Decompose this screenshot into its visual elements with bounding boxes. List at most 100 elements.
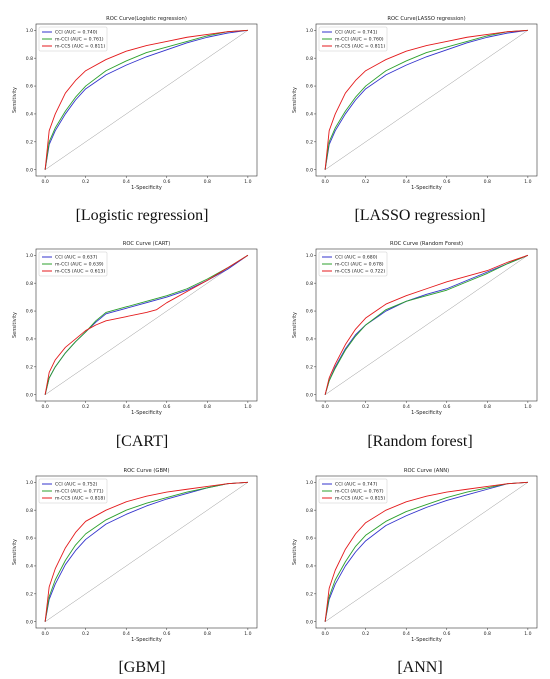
legend-entry: CCI (AUC = 0.680) [335,255,378,261]
x-tick-label: 0.8 [204,179,211,185]
x-tick-label: 1.0 [244,179,251,185]
y-tick-label: 0.4 [306,337,313,343]
legend-entry: m-CCS (AUC = 0.811) [55,44,105,50]
axes-frame [315,248,538,402]
x-axis-label: 1-Specificity [411,410,442,416]
chance-line [324,482,529,622]
x-tick-label: 0.2 [362,404,369,410]
y-tick-label: 0.8 [26,56,33,62]
panel-caption: [ANN] [397,659,442,676]
y-tick-label: 0.0 [306,619,313,625]
x-tick-label: 0.4 [123,631,130,637]
legend-entry: CCI (AUC = 0.740) [55,30,98,36]
y-tick-label: 0.4 [26,337,33,343]
roc-series-line [44,481,248,622]
x-tick-label: 0.2 [82,179,89,185]
legend-entry: m-CCI (AUC = 0.761) [55,37,104,43]
y-tick-label: 0.0 [26,167,33,173]
y-tick-label: 0.6 [306,84,313,90]
x-tick-label: 0.0 [41,404,48,410]
legend-box [38,251,108,277]
legend-entry: m-CCS (AUC = 0.722) [335,269,385,275]
roc-series-line [44,481,248,622]
chance-line [324,30,529,170]
y-tick-label: 0.8 [306,56,313,62]
panel-caption: [Random forest] [367,433,472,450]
x-axis-label: 1-Specificity [131,637,162,643]
chance-line [44,482,249,622]
y-axis-label: Sensitivity [12,539,18,565]
chart-title: ROC Curve (CART) [123,241,171,247]
x-tick-label: 0.6 [443,179,450,185]
y-tick-label: 0.2 [306,139,313,145]
y-tick-label: 0.0 [306,167,313,173]
legend: CCI (AUC = 0.747)m-CCI (AUC = 0.767)m-CC… [318,478,388,504]
y-tick-label: 0.2 [26,591,33,597]
roc-series-line [44,254,249,395]
y-tick-label: 0.0 [26,619,33,625]
y-tick-label: 0.6 [26,536,33,542]
y-tick-label: 1.0 [306,253,313,259]
roc-series-line [44,29,248,170]
x-tick-label: 0.8 [204,631,211,637]
y-tick-label: 1.0 [26,253,33,259]
legend-box [318,251,388,277]
x-tick-label: 0.6 [443,631,450,637]
legend: CCI (AUC = 0.752)m-CCI (AUC = 0.771)m-CC… [38,478,108,504]
x-axis-label: 1-Specificity [131,185,162,191]
legend-box [318,478,388,504]
x-tick-label: 1.0 [244,404,251,410]
y-axis-label: Sensitivity [12,312,18,338]
x-axis-label: 1-Specificity [411,185,442,191]
legend-box [318,26,388,52]
roc-series-line [324,481,528,622]
x-tick-label: 0.2 [362,631,369,637]
x-tick-label: 0.4 [403,631,410,637]
y-tick-label: 0.4 [306,564,313,570]
x-tick-label: 0.8 [484,631,491,637]
roc-series-line [324,481,528,622]
legend-entry: m-CCI (AUC = 0.771) [55,489,104,495]
x-tick-label: 1.0 [524,631,531,637]
y-tick-label: 0.2 [306,591,313,597]
roc-panel-2: ROC Curve(LASSO regression) 0.0 0.2 0.4 0.6 0… [292,16,538,191]
roc-series-line [44,29,248,170]
legend-entry: m-CCS (AUC = 0.613) [55,269,105,275]
y-tick-label: 0.8 [26,508,33,514]
x-axis-label: 1-Specificity [411,637,442,643]
y-axis-label: Sensitivity [292,87,298,113]
chart-title: ROC Curve (ANN) [404,468,449,474]
chance-line [44,255,249,395]
x-tick-label: 0.8 [204,404,211,410]
legend-box [38,26,108,52]
x-tick-label: 0.6 [163,631,170,637]
legend: CCI (AUC = 0.741)m-CCI (AUC = 0.760)m-CC… [318,26,388,52]
legend-entry: CCI (AUC = 0.752) [55,482,98,488]
axes-frame [35,475,258,629]
y-axis-label: Sensitivity [292,312,298,338]
chance-line [324,255,529,395]
y-tick-label: 0.0 [306,392,313,398]
x-tick-label: 1.0 [524,179,531,185]
roc-series-line [44,29,248,170]
axes-frame [315,475,538,629]
chart-title: ROC Curve(Logistic regression) [106,16,187,22]
x-tick-label: 0.4 [123,404,130,410]
x-tick-label: 1.0 [244,631,251,637]
legend-entry: CCI (AUC = 0.741) [335,30,378,36]
roc-panel-4: ROC Curve (Random Forest) 0.0 0.2 0.4 0.6 0.8… [292,241,538,416]
x-tick-label: 0.2 [362,179,369,185]
y-tick-label: 1.0 [306,28,313,34]
y-tick-label: 0.6 [26,84,33,90]
y-axis-label: Sensitivity [292,539,298,565]
y-tick-label: 0.6 [306,309,313,315]
roc-panel-6: ROC Curve (ANN) 0.0 0.2 0.4 0.6 0.8 1.0 0.0 0.2 0… [292,468,538,643]
roc-series-line [324,29,528,170]
legend-entry: CCI (AUC = 0.637) [55,255,98,261]
x-tick-label: 0.0 [41,179,48,185]
roc-series-line [324,29,528,170]
panel-caption: [CART] [116,433,168,450]
legend-entry: m-CCS (AUC = 0.815) [335,496,385,502]
chart-title: ROC Curve (GBM) [123,468,169,474]
